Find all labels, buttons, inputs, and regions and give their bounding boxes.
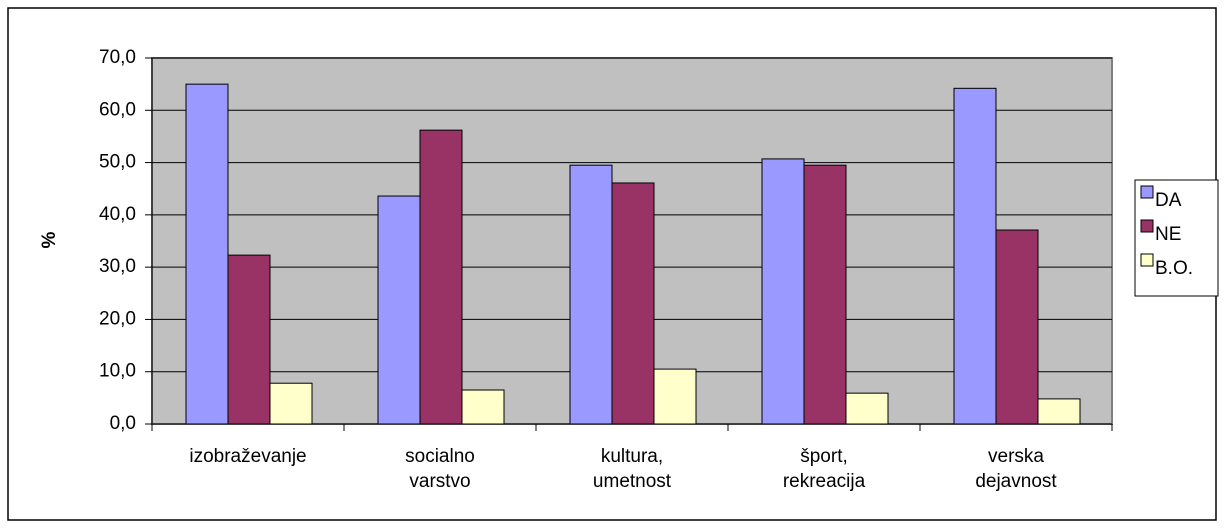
legend-label: B.O.: [1155, 258, 1193, 279]
legend-swatch: [1140, 185, 1154, 199]
legend-swatch: [1140, 253, 1154, 267]
legend-swatch: [1140, 219, 1154, 233]
x-tick-label: izobraževanje: [189, 446, 307, 467]
bar: [569, 164, 613, 425]
bar: [461, 389, 505, 425]
x-tick-label: šport, rekreacija: [782, 446, 866, 492]
y-tick-label: 10,0: [99, 361, 136, 382]
y-tick-label: 70,0: [99, 47, 136, 68]
y-tick-label: 20,0: [99, 308, 136, 329]
y-tick-label: 40,0: [99, 204, 136, 225]
bar: [1037, 398, 1081, 425]
bar: [761, 158, 805, 425]
bar: [845, 392, 889, 425]
legend-box: [1134, 179, 1219, 297]
y-tick-label: 60,0: [99, 99, 136, 120]
y-tick-label: 0,0: [110, 413, 136, 434]
bar: [953, 87, 997, 425]
legend-label: NE: [1155, 224, 1181, 245]
bar: [227, 254, 271, 425]
bar: [611, 182, 655, 425]
y-axis-label: %: [39, 231, 60, 248]
x-tick-label: kultura, umetnost: [592, 446, 672, 492]
bar: [185, 83, 229, 425]
x-tick-label: verska dejavnost: [975, 446, 1057, 492]
y-tick-label: 30,0: [99, 256, 136, 277]
x-tick-label: socialno varstvo: [405, 446, 475, 492]
bar: [995, 229, 1039, 425]
bar: [419, 129, 463, 425]
legend-label: DA: [1155, 190, 1182, 211]
bar: [803, 164, 847, 425]
bar: [653, 368, 697, 425]
bar: [377, 195, 421, 425]
y-tick-label: 50,0: [99, 152, 136, 173]
bar: [269, 382, 313, 425]
